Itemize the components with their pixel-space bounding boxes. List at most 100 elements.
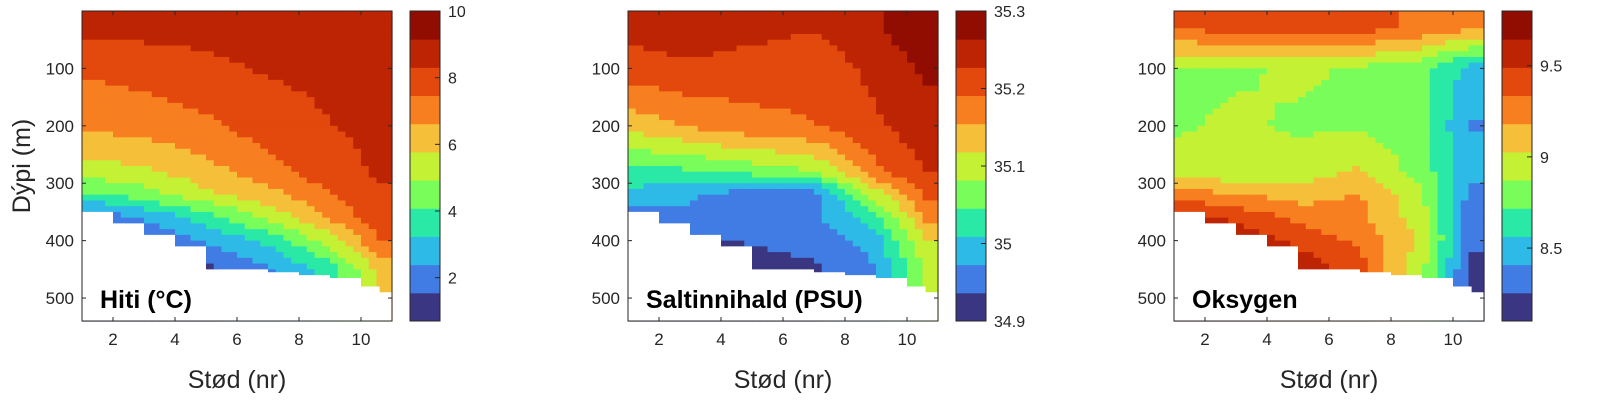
field-cell (783, 194, 792, 202)
field-cell (868, 39, 877, 47)
field-cell (299, 16, 308, 24)
field-cell (159, 166, 168, 173)
colorbar-tick-label: 6 (448, 137, 457, 154)
field-cell (97, 125, 106, 133)
field-cell (775, 74, 784, 81)
field-cell (775, 240, 784, 247)
field-cell (790, 33, 800, 41)
field-cell (283, 68, 292, 75)
field-cell (306, 22, 316, 29)
field-cell (260, 177, 269, 184)
field-cell (237, 240, 246, 247)
field-cell (1422, 33, 1431, 41)
field-cell (899, 194, 908, 202)
field-cell (806, 120, 815, 127)
field-cell (821, 177, 831, 184)
field-cell (283, 229, 292, 236)
field-cell (1321, 45, 1330, 52)
field-cell (1344, 62, 1353, 70)
field-cell (252, 51, 261, 58)
field-cell (651, 33, 660, 41)
field-cell (159, 200, 168, 207)
field-cell (1174, 56, 1183, 64)
field-cell (775, 257, 784, 265)
field-cell (237, 11, 246, 18)
field-cell (345, 125, 354, 133)
field-cell (666, 68, 676, 75)
field-cell (891, 223, 900, 230)
field-cell (198, 56, 207, 64)
field-cell (744, 28, 753, 35)
field-cell (283, 28, 292, 35)
field-cell (876, 28, 885, 35)
field-cell (105, 85, 114, 92)
field-cell (283, 177, 292, 184)
field-cell (814, 234, 823, 242)
field-cell (759, 16, 769, 24)
field-cell (845, 160, 854, 167)
field-cell (330, 97, 339, 104)
field-cell (767, 229, 776, 236)
field-cell (883, 51, 893, 58)
field-cell (1445, 39, 1454, 47)
field-cell (821, 45, 831, 52)
field-cell (229, 257, 238, 265)
field-cell (330, 177, 339, 184)
field-cell (845, 166, 854, 173)
field-cell (899, 16, 908, 24)
field-cell (1243, 51, 1253, 58)
field-cell (883, 188, 893, 196)
field-cell (151, 91, 161, 98)
field-cell (1336, 11, 1346, 18)
field-cell (1181, 74, 1191, 81)
field-cell (829, 223, 838, 230)
field-cell (368, 16, 378, 24)
field-cell (190, 39, 199, 47)
field-cell (930, 246, 939, 253)
field-cell (113, 148, 122, 156)
field-cell (1243, 39, 1253, 47)
field-cell (876, 160, 885, 167)
field-cell (128, 148, 137, 156)
field-cell (368, 166, 378, 173)
field-cell (151, 120, 161, 127)
field-cell (829, 120, 838, 127)
field-cell (244, 97, 254, 104)
field-cell (105, 79, 114, 87)
field-cell (1468, 74, 1477, 81)
field-cell (213, 206, 223, 213)
field-cell (283, 45, 292, 52)
field-cell (767, 97, 776, 104)
field-cell (806, 211, 815, 219)
field-cell (814, 246, 823, 253)
field-cell (922, 85, 931, 92)
field-cell (821, 137, 831, 144)
field-cell (697, 160, 707, 167)
field-cell (384, 234, 393, 242)
field-cell (860, 97, 869, 104)
field-cell (783, 252, 792, 259)
field-cell (814, 125, 823, 133)
field-cell (1352, 68, 1361, 75)
field-cell (930, 188, 939, 196)
field-cell (260, 229, 269, 236)
field-cell (790, 160, 800, 167)
field-cell (151, 102, 161, 110)
field-cell (368, 280, 378, 288)
field-cell (852, 240, 862, 247)
field-cell (899, 131, 908, 138)
field-cell (384, 160, 393, 167)
field-cell (806, 166, 815, 173)
field-cell (198, 39, 207, 47)
field-cell (306, 91, 316, 98)
field-cell (322, 217, 331, 225)
field-cell (1329, 79, 1338, 87)
field-cell (1267, 85, 1276, 92)
field-cell (330, 263, 339, 270)
field-cell (837, 160, 846, 167)
field-cell (159, 102, 168, 110)
field-cell (283, 240, 292, 247)
field-cell (384, 154, 393, 161)
field-cell (914, 229, 924, 236)
field-cell (268, 22, 277, 29)
